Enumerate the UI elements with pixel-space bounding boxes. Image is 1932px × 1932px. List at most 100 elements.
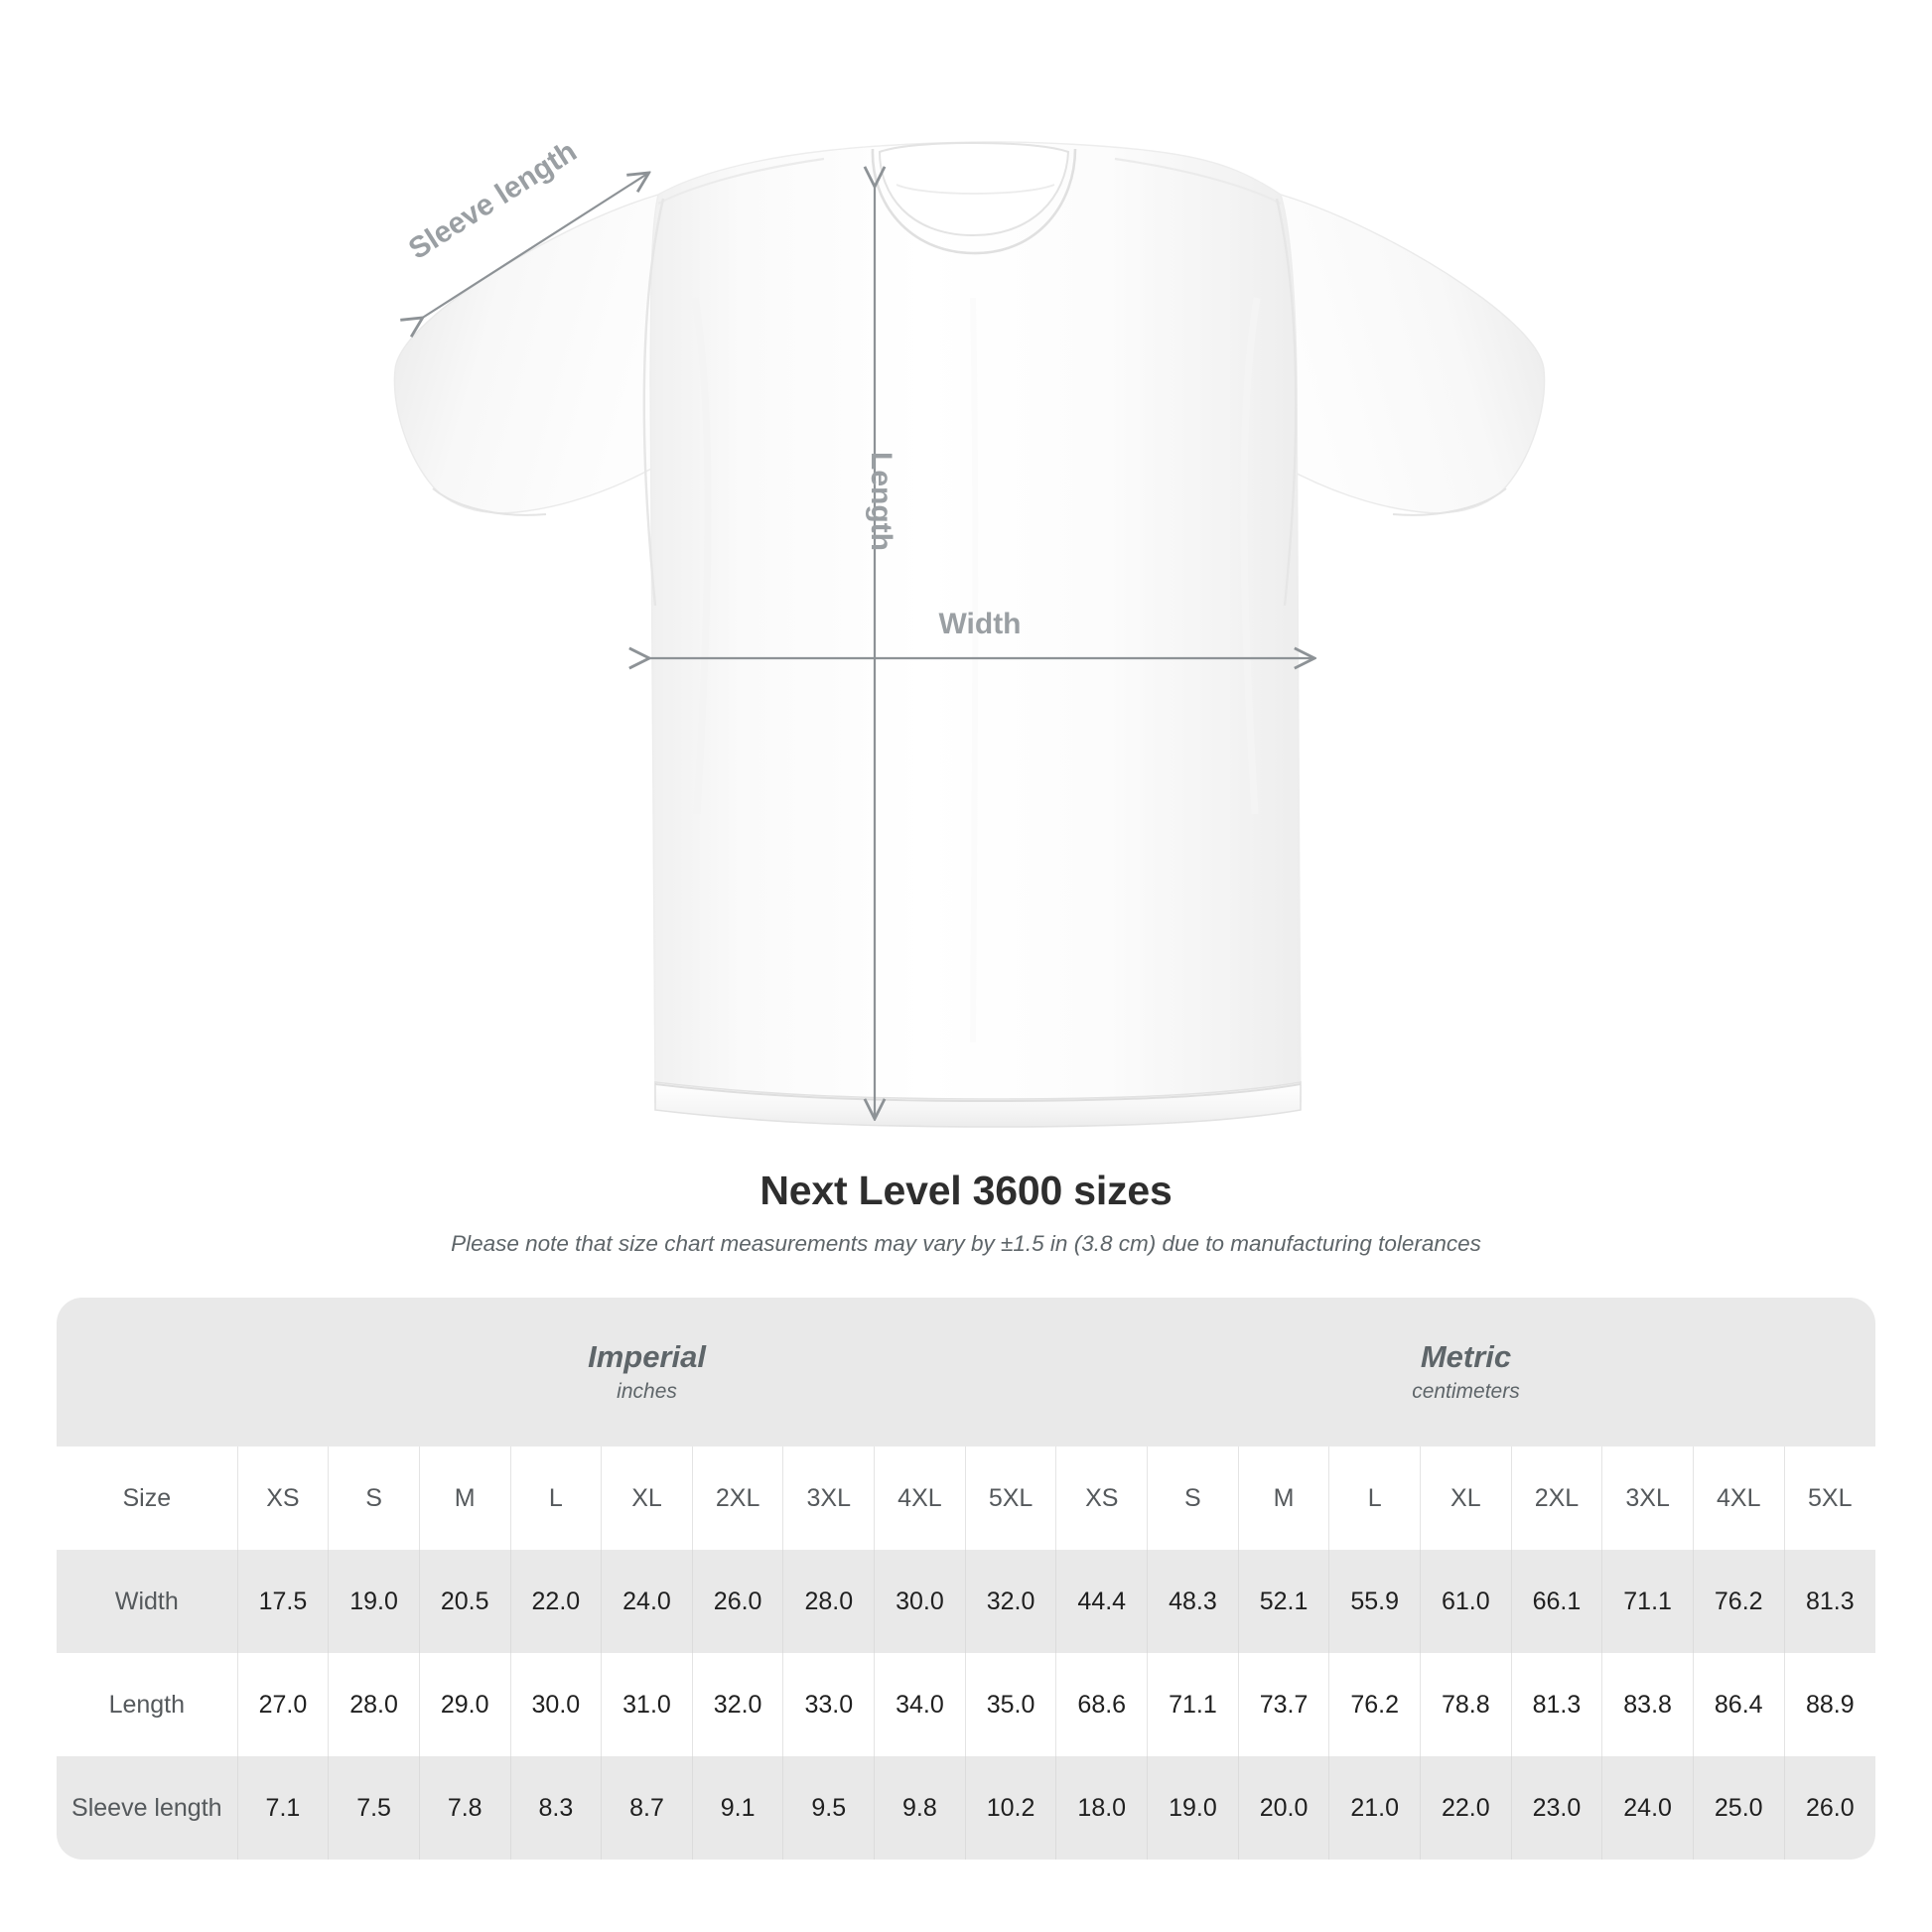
collar-inner-stitch <box>896 184 1055 195</box>
bottom-hem-stitch <box>654 1083 1302 1103</box>
cell-sleeve-metric-xl: 22.0 <box>1420 1756 1512 1860</box>
cell-sleeve-metric-2xl: 23.0 <box>1511 1756 1603 1860</box>
cell-width-imperial-xs: 17.5 <box>237 1550 330 1653</box>
left-armhole-seam <box>642 198 665 607</box>
cell-width-imperial-m: 20.5 <box>419 1550 511 1653</box>
size-header-metric-xs: XS <box>1055 1447 1149 1550</box>
cell-length-imperial-5xl: 35.0 <box>965 1653 1057 1756</box>
right-sleeve-hem <box>1392 487 1507 516</box>
cell-width-metric-xs: 44.4 <box>1055 1550 1149 1653</box>
size-header-imperial-2xl: 2XL <box>692 1447 784 1550</box>
cell-width-imperial-l: 22.0 <box>510 1550 603 1653</box>
cell-length-metric-xs: 68.6 <box>1055 1653 1149 1756</box>
cell-length-imperial-3xl: 33.0 <box>782 1653 876 1756</box>
cell-sleeve-imperial-m: 7.8 <box>419 1756 511 1860</box>
size-header-imperial-3xl: 3XL <box>782 1447 876 1550</box>
cell-width-imperial-5xl: 32.0 <box>965 1550 1057 1653</box>
unit-corner-cell <box>57 1298 238 1447</box>
cell-sleeve-metric-3xl: 24.0 <box>1601 1756 1694 1860</box>
length-annotation-label: Length <box>865 452 897 551</box>
size-header-imperial-5xl: 5XL <box>965 1447 1057 1550</box>
cell-length-metric-4xl: 86.4 <box>1693 1653 1785 1756</box>
cell-width-metric-s: 48.3 <box>1147 1550 1239 1653</box>
cell-length-metric-l: 76.2 <box>1328 1653 1421 1756</box>
tshirt-diagram-svg: Length Width Sleeve length <box>393 135 1546 1128</box>
size-chart-table: Imperial inches Metric centimeters Size … <box>57 1298 1875 1860</box>
tshirt-illustration: Length Width Sleeve length <box>393 135 1546 1128</box>
unit-group-imperial: Imperial inches <box>237 1298 1056 1447</box>
collar-band <box>878 141 1070 237</box>
page-subtitle: Please note that size chart measurements… <box>451 1231 1481 1257</box>
size-row-label: Size <box>57 1447 238 1550</box>
cell-width-metric-xl: 61.0 <box>1420 1550 1512 1653</box>
size-header-imperial-xl: XL <box>601 1447 693 1550</box>
cell-length-imperial-l: 30.0 <box>510 1653 603 1756</box>
left-sleeve-hem <box>432 487 547 516</box>
size-header-metric-m: M <box>1238 1447 1330 1550</box>
size-header-metric-3xl: 3XL <box>1601 1447 1694 1550</box>
size-header-metric-s: S <box>1147 1447 1239 1550</box>
row-label-sleeve-length: Sleeve length <box>57 1756 238 1860</box>
cell-length-metric-3xl: 83.8 <box>1601 1653 1694 1756</box>
size-header-metric-xl: XL <box>1420 1447 1512 1550</box>
cell-length-imperial-2xl: 32.0 <box>692 1653 784 1756</box>
cell-width-imperial-2xl: 26.0 <box>692 1550 784 1653</box>
cell-sleeve-imperial-2xl: 9.1 <box>692 1756 784 1860</box>
unit-group-metric-sub: centimeters <box>1412 1379 1520 1403</box>
size-chart-table-wrapper: Imperial inches Metric centimeters Size … <box>57 1298 1875 1860</box>
cell-sleeve-imperial-4xl: 9.8 <box>874 1756 966 1860</box>
cell-length-metric-m: 73.7 <box>1238 1653 1330 1756</box>
cell-width-imperial-3xl: 28.0 <box>782 1550 876 1653</box>
cell-width-metric-l: 55.9 <box>1328 1550 1421 1653</box>
size-header-metric-5xl: 5XL <box>1784 1447 1875 1550</box>
cell-sleeve-imperial-5xl: 10.2 <box>965 1756 1057 1860</box>
size-header-imperial-m: M <box>419 1447 511 1550</box>
table-row-width: Width 17.5 19.0 20.5 22.0 24.0 26.0 28.0… <box>57 1550 1875 1653</box>
cell-width-imperial-xl: 24.0 <box>601 1550 693 1653</box>
fabric-fold-left <box>691 297 712 815</box>
cell-sleeve-imperial-3xl: 9.5 <box>782 1756 876 1860</box>
size-header-row: Size XS S M L XL 2XL 3XL 4XL 5XL XS S M … <box>57 1447 1875 1550</box>
cell-width-metric-5xl: 81.3 <box>1784 1550 1875 1653</box>
unit-group-imperial-sub: inches <box>617 1379 677 1403</box>
size-header-imperial-s: S <box>328 1447 420 1550</box>
sleeve-length-arrow <box>421 174 647 319</box>
title-block: Next Level 3600 sizes Please note that s… <box>0 1168 1932 1257</box>
unit-header-row: Imperial inches Metric centimeters <box>57 1298 1875 1447</box>
tshirt-graphic <box>393 141 1546 1128</box>
cell-length-imperial-xl: 31.0 <box>601 1653 693 1756</box>
size-header-metric-l: L <box>1328 1447 1421 1550</box>
cell-sleeve-metric-s: 19.0 <box>1147 1756 1239 1860</box>
fabric-fold-center <box>970 297 979 1043</box>
unit-group-metric-name: Metric <box>1420 1338 1512 1374</box>
cell-sleeve-metric-4xl: 25.0 <box>1693 1756 1785 1860</box>
cell-length-metric-2xl: 81.3 <box>1511 1653 1603 1756</box>
cell-length-metric-s: 71.1 <box>1147 1653 1239 1756</box>
fabric-fold-right <box>1240 297 1261 815</box>
cell-sleeve-imperial-s: 7.5 <box>328 1756 420 1860</box>
cell-sleeve-metric-l: 21.0 <box>1328 1756 1421 1860</box>
width-annotation-label: Width <box>938 608 1021 640</box>
cell-width-imperial-s: 19.0 <box>328 1550 420 1653</box>
cell-sleeve-imperial-xs: 7.1 <box>237 1756 330 1860</box>
page-title: Next Level 3600 sizes <box>759 1168 1173 1213</box>
row-label-length: Length <box>57 1653 238 1756</box>
table-row-length: Length 27.0 28.0 29.0 30.0 31.0 32.0 33.… <box>57 1653 1875 1756</box>
cell-sleeve-metric-5xl: 26.0 <box>1784 1756 1875 1860</box>
cell-length-imperial-4xl: 34.0 <box>874 1653 966 1756</box>
width-measure: Width <box>647 608 1312 658</box>
cell-width-metric-4xl: 76.2 <box>1693 1550 1785 1653</box>
cell-sleeve-metric-xs: 18.0 <box>1055 1756 1149 1860</box>
size-header-imperial-xs: XS <box>237 1447 330 1550</box>
cell-length-imperial-xs: 27.0 <box>237 1653 330 1756</box>
right-shoulder-seam <box>1114 157 1282 205</box>
right-armhole-seam <box>1275 198 1298 607</box>
size-header-imperial-4xl: 4XL <box>874 1447 966 1550</box>
unit-group-metric: Metric centimeters <box>1055 1298 1875 1447</box>
size-header-metric-2xl: 2XL <box>1511 1447 1603 1550</box>
cell-length-imperial-s: 28.0 <box>328 1653 420 1756</box>
unit-group-imperial-name: Imperial <box>588 1338 706 1374</box>
cell-sleeve-metric-m: 20.0 <box>1238 1756 1330 1860</box>
cell-sleeve-imperial-l: 8.3 <box>510 1756 603 1860</box>
row-label-width: Width <box>57 1550 238 1653</box>
